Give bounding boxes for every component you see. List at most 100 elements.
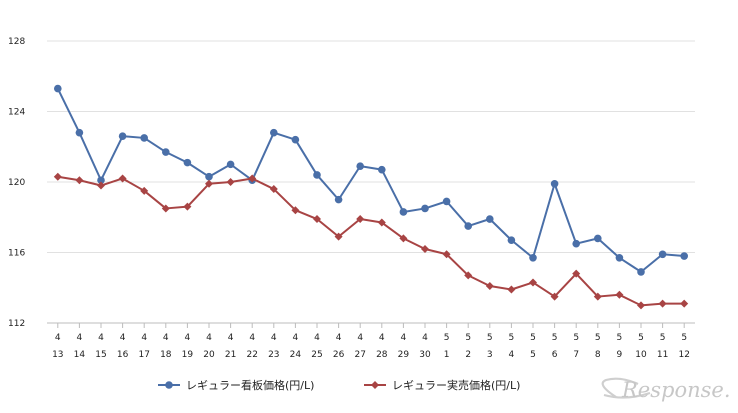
data-point	[248, 174, 257, 183]
data-point	[529, 253, 537, 262]
x-tick-month: 4	[422, 333, 428, 343]
x-tick-month: 5	[595, 333, 601, 343]
data-point	[53, 172, 62, 181]
x-tick-month: 4	[55, 333, 61, 343]
series-line	[56, 88, 685, 273]
legend-swatch-marker	[371, 381, 379, 389]
x-tick-month: 4	[185, 333, 191, 343]
x-tick-day: 18	[160, 350, 172, 360]
x-tick-day: 16	[117, 350, 129, 360]
legend-label: レギュラー看板価格(円/L)	[186, 378, 314, 392]
data-point	[485, 281, 494, 290]
data-point	[205, 179, 213, 188]
x-tick-month: 4	[379, 333, 385, 343]
y-axis-ticks: 112 116 120 124 128	[8, 37, 25, 329]
series-1	[54, 84, 688, 276]
data-point	[226, 160, 235, 169]
data-point	[140, 134, 148, 142]
data-point	[464, 222, 473, 230]
x-tick-day: 15	[95, 350, 106, 360]
data-point	[507, 285, 516, 294]
x-tick-day: 6	[552, 350, 558, 360]
data-point	[118, 132, 127, 140]
data-point	[183, 158, 192, 167]
data-point	[658, 299, 667, 308]
data-point	[421, 244, 429, 253]
data-point	[162, 148, 170, 156]
series-2	[53, 172, 689, 310]
x-tick-day: 17	[138, 350, 149, 360]
data-point	[334, 195, 343, 204]
x-tick-month: 5	[660, 333, 666, 343]
data-point	[572, 269, 581, 278]
x-tick-month: 4	[163, 333, 169, 343]
x-tick-day: 5	[530, 350, 536, 360]
data-point	[507, 236, 516, 244]
x-tick-day: 11	[657, 350, 668, 360]
x-tick-month: 4	[206, 333, 212, 343]
y-tick-label: 128	[8, 37, 25, 47]
x-tick-day: 14	[74, 350, 86, 360]
x-tick-day: 3	[487, 350, 493, 360]
x-tick-month: 4	[249, 333, 255, 343]
data-point	[205, 172, 213, 181]
data-point	[529, 278, 537, 287]
x-tick-day: 1	[444, 350, 450, 360]
data-point	[97, 181, 105, 190]
x-tick-month: 5	[573, 333, 579, 343]
series-line	[57, 175, 685, 307]
x-tick-month: 5	[465, 333, 471, 343]
data-point	[399, 234, 408, 243]
data-point	[378, 165, 386, 174]
x-tick-day: 21	[225, 350, 236, 360]
data-point	[658, 250, 667, 259]
data-point	[270, 128, 278, 137]
x-tick-month: 5	[638, 333, 644, 343]
x-tick-day: 28	[376, 350, 388, 360]
legend-swatch-marker	[165, 381, 173, 389]
data-point	[442, 197, 451, 206]
x-tick-day: 4	[509, 350, 515, 360]
grid-lines	[47, 40, 695, 324]
x-tick-month: 5	[617, 333, 623, 343]
x-tick-month: 4	[271, 333, 277, 343]
data-point	[594, 234, 602, 243]
data-point	[615, 290, 624, 299]
data-point	[183, 202, 192, 211]
data-point	[313, 215, 321, 224]
data-point	[637, 268, 645, 276]
x-tick-day: 24	[290, 350, 302, 360]
data-point	[486, 215, 494, 223]
x-tick-day: 19	[182, 350, 194, 360]
data-point	[680, 252, 688, 260]
data-point	[399, 208, 408, 216]
y-tick-label: 112	[8, 319, 25, 329]
x-tick-month: 4	[228, 333, 234, 343]
x-tick-day: 2	[465, 350, 471, 360]
y-tick-label: 124	[8, 108, 25, 118]
legend-item-1: レギュラー看板価格(円/L)	[158, 378, 314, 392]
watermark-logo: Response.	[601, 377, 731, 402]
data-point	[377, 218, 386, 227]
data-point	[550, 179, 559, 188]
x-tick-day: 30	[419, 350, 431, 360]
x-tick-day: 12	[678, 350, 689, 360]
y-tick-label: 120	[8, 178, 25, 188]
legend-label: レギュラー実売価格(円/L)	[392, 378, 520, 392]
x-tick-day: 27	[354, 350, 365, 360]
x-tick-month: 5	[552, 333, 558, 343]
data-point	[291, 135, 300, 144]
data-point	[550, 292, 559, 301]
x-tick-month: 4	[77, 333, 83, 343]
x-tick-day: 10	[635, 350, 647, 360]
data-point	[97, 176, 105, 185]
data-point	[226, 178, 235, 186]
data-point	[637, 301, 645, 310]
x-tick-month: 4	[141, 333, 147, 343]
data-point	[54, 84, 62, 93]
data-point	[464, 271, 473, 280]
x-tick-day: 22	[246, 350, 257, 360]
x-tick-day: 13	[52, 350, 63, 360]
x-tick-month: 4	[314, 333, 320, 343]
